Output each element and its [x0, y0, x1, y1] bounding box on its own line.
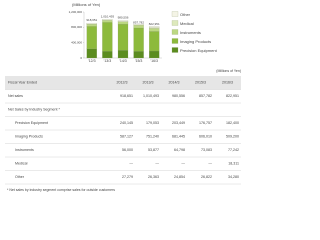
legend-swatch [171, 20, 179, 26]
table-cell: 34,280 [228, 175, 239, 179]
table-cell: 857,782 [199, 94, 212, 98]
y-tick-label: 1,200,000 [69, 10, 83, 14]
bar-segment [133, 25, 144, 29]
table-cell: 64,798 [174, 148, 185, 152]
total-label: 1,010,493 [101, 15, 115, 19]
table-cell: 26,822 [201, 175, 212, 179]
table-cell: 18,311 [228, 162, 239, 166]
table-unit: (Millions of Yen) [216, 69, 241, 73]
chart: (Millions of Yen) 0 400,000 800,000 1,200,0… [5, 2, 241, 192]
bar-segment [117, 50, 129, 59]
table-cell: 24,854 [174, 175, 185, 179]
table-cell: 179,053 [146, 121, 159, 125]
x-tick-label: '14/3 [119, 59, 127, 63]
table-cell: — [129, 162, 133, 166]
bar-segment [133, 51, 144, 59]
bar-segment [86, 48, 97, 59]
legend-swatch [171, 38, 179, 44]
bar-segment [102, 19, 113, 21]
legend-label: Medical [180, 21, 194, 26]
bar-segment [149, 27, 160, 29]
table-cell: 240,145 [120, 121, 133, 125]
table-cell: 606,010 [199, 135, 212, 139]
table-header-cell: 2015/3 [195, 81, 206, 85]
table-cell: 53,877 [148, 148, 159, 152]
legend-swatch [171, 47, 179, 53]
table-cell: 1,010,493 [143, 94, 159, 98]
page: (Millions of Yen) 0 400,000 800,000 1,200,0… [5, 2, 241, 192]
table-cell: Net sales [8, 94, 23, 98]
bar-segment [133, 27, 144, 52]
table-cell: 182,400 [226, 121, 239, 125]
x-tick-label: '16/3 [150, 59, 158, 63]
bar-segment [133, 24, 144, 26]
table-cell: 203,449 [172, 121, 185, 125]
table-header-bg [5, 76, 241, 90]
table-cell: Precision Equipment [15, 121, 48, 125]
table-cell: Instruments [15, 148, 34, 152]
bar-segment [149, 50, 160, 59]
table-cell: Imaging Products [15, 135, 43, 139]
bar-segment [117, 23, 129, 51]
table-header-cell: 2013/3 [143, 81, 154, 85]
table-cell: Medical [15, 162, 28, 166]
bar-segment [149, 26, 160, 28]
bar-segment [86, 24, 97, 27]
table-cell: Other [15, 175, 25, 179]
legend-swatch [171, 29, 179, 35]
x-tick-label: '13/3 [104, 59, 112, 63]
table-header-cell: 2012/3 [117, 81, 128, 85]
table-cell: — [155, 162, 159, 166]
legend-label: Instruments [180, 30, 201, 35]
bar-segment [102, 22, 113, 52]
table-cell: 509,200 [226, 135, 239, 139]
total-label: 980,556 [118, 16, 129, 20]
table-cell: 27,279 [122, 175, 133, 179]
table-cell: — [208, 162, 212, 166]
table-cell: 73,083 [201, 148, 212, 152]
table-cell: 751,240 [146, 135, 159, 139]
bar-segment [86, 26, 97, 49]
bar-segment [117, 21, 129, 25]
bar-segment [102, 20, 113, 23]
table-note: * Net sales by industry segment comprise… [7, 188, 115, 192]
total-label: 857,782 [133, 20, 144, 24]
total-label: 918,651 [86, 18, 97, 22]
table-cell: 26,363 [148, 175, 159, 179]
table-cell: 681,445 [172, 135, 185, 139]
y-tick-label: 0 [80, 56, 82, 60]
bar-segment [86, 22, 97, 25]
table-cell: 587,127 [120, 135, 133, 139]
legend-label: Other [180, 12, 191, 17]
total-label: 822,951 [149, 22, 160, 26]
y-tick-label: 800,000 [71, 25, 82, 29]
legend-label: Imaging Products [180, 39, 211, 44]
y-tick-label: 400,000 [71, 40, 82, 44]
bar-segment [149, 28, 160, 32]
table-header-cell: 2016/3 [222, 81, 233, 85]
table-cell: 822,951 [226, 94, 239, 98]
bar-segment [102, 51, 113, 59]
table-cell: 176,757 [199, 121, 212, 125]
table-cell: 980,556 [172, 94, 185, 98]
y-axis-label: (Millions of Yen) [72, 2, 101, 7]
table-header-cell: 2014/3 [169, 81, 180, 85]
table-cell: 77,242 [228, 148, 239, 152]
table-cell: — [181, 162, 185, 166]
table-header-cell: Fiscal Year Ended [8, 81, 37, 85]
bar-segment [117, 20, 129, 22]
bar-segment [149, 31, 160, 52]
x-tick-label: '12/3 [88, 59, 96, 63]
legend-label: Precision Equipment [180, 48, 218, 53]
table-cell: Net Sales by Industry Segment * [8, 108, 61, 112]
table-cell: 918,651 [120, 94, 133, 98]
table-cell: 56,000 [122, 148, 133, 152]
x-tick-label: '15/3 [135, 59, 143, 63]
legend-swatch [171, 11, 179, 17]
